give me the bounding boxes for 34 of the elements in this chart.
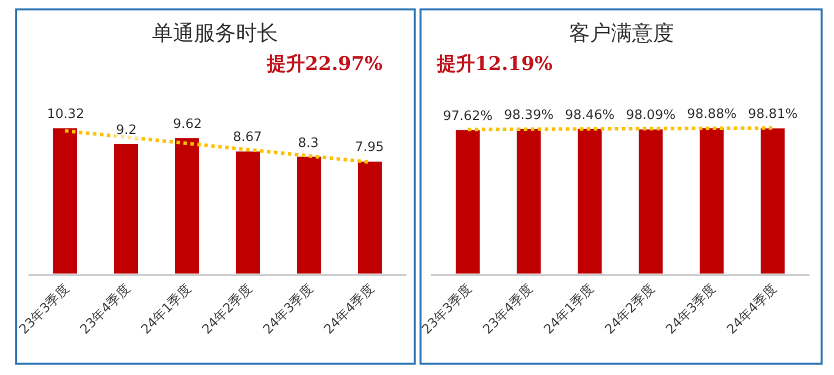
data-label: 98.39% xyxy=(504,108,554,123)
data-label: 98.46% xyxy=(565,108,615,123)
x-tick-label: 24年2季度 xyxy=(602,280,658,338)
chart-title: 客户满意度 xyxy=(569,21,674,45)
data-label: 98.09% xyxy=(626,108,676,123)
x-tick-label: 24年1季度 xyxy=(138,280,194,338)
x-tick-label: 23年4季度 xyxy=(77,280,134,338)
data-label: 10.32 xyxy=(47,107,84,122)
bar xyxy=(358,161,382,274)
data-label: 98.81% xyxy=(748,107,798,122)
text: 提升12.19% xyxy=(436,53,553,75)
x-tick-label: 24年4季度 xyxy=(320,280,378,338)
bar xyxy=(114,144,138,274)
x-tick-label: 24年3季度 xyxy=(662,280,720,338)
x-tick-label: 24年3季度 xyxy=(260,280,316,338)
data-label: 98.88% xyxy=(687,107,737,122)
data-label: 7.95 xyxy=(355,140,384,155)
x-tick-label: 23年4季度 xyxy=(480,280,536,338)
data-label: 9.2 xyxy=(116,123,137,138)
bar xyxy=(52,128,78,274)
data-label: 8.3 xyxy=(298,136,319,151)
x-tick-label: 23年3季度 xyxy=(418,280,476,338)
x-tick-label: 24年2季度 xyxy=(198,280,256,338)
bar xyxy=(236,151,260,274)
data-label: 97.62% xyxy=(443,109,493,124)
data-label: 9.62 xyxy=(173,117,202,132)
text: 提升22.97% xyxy=(266,53,383,75)
x-tick-label: 24年4季度 xyxy=(724,280,780,338)
x-tick-label: 23年3季度 xyxy=(16,280,72,338)
bar xyxy=(296,156,322,274)
bar xyxy=(174,138,200,274)
chart-title: 单通服务时长 xyxy=(152,21,278,45)
x-tick-label: 24年1季度 xyxy=(540,280,598,338)
data-label: 8.67 xyxy=(233,130,262,145)
